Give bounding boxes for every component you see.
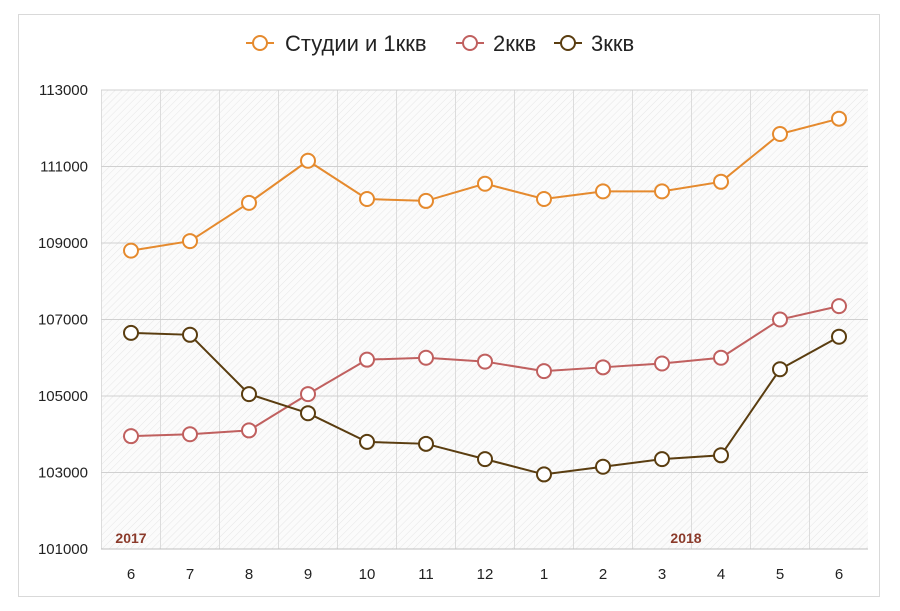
data-point [182, 233, 198, 250]
data-point [536, 363, 552, 380]
legend-marker [462, 35, 478, 51]
data-point [359, 351, 375, 368]
y-tick-label: 113000 [39, 82, 88, 99]
x-tick-label: 8 [245, 566, 253, 583]
data-point [300, 386, 316, 403]
x-tick-label: 5 [776, 566, 784, 583]
axis-layer: 101000 103000 105000 107000 109000 111000 1130… [38, 82, 868, 583]
x-tick-label: 6 [835, 566, 843, 583]
legend: Студии и 1ккв 2ккв 3ккв [246, 31, 634, 56]
data-point [772, 125, 788, 142]
data-point [831, 328, 847, 345]
data-point [300, 152, 316, 169]
data-point [536, 466, 552, 483]
y-tick-label: 111000 [40, 159, 88, 176]
data-point [654, 355, 670, 372]
data-point [241, 194, 257, 211]
y-tick-label: 107000 [38, 312, 88, 329]
data-point [182, 326, 198, 343]
data-point [359, 433, 375, 450]
year-label: 2017 [115, 530, 146, 546]
data-point [772, 361, 788, 378]
x-tick-label: 1 [540, 566, 548, 583]
data-point [831, 110, 847, 127]
legend-label: 3ккв [591, 31, 634, 56]
x-tick-label: 10 [359, 566, 376, 583]
data-point [536, 191, 552, 208]
data-point [477, 451, 493, 468]
year-label: 2018 [670, 530, 701, 546]
y-tick-label: 109000 [38, 235, 88, 252]
data-point [477, 353, 493, 370]
data-point [654, 183, 670, 200]
x-tick-label: 3 [658, 566, 666, 583]
data-point [654, 451, 670, 468]
legend-marker [252, 35, 268, 51]
data-point [182, 426, 198, 443]
x-tick-label: 11 [418, 566, 434, 583]
data-point [123, 428, 139, 445]
data-point [241, 422, 257, 439]
x-tick-label: 7 [186, 566, 194, 583]
data-point [595, 183, 611, 200]
data-point [713, 173, 729, 190]
data-point [241, 386, 257, 403]
x-tick-label: 12 [477, 566, 494, 583]
series-layer [123, 110, 847, 483]
x-tick-label: 4 [717, 566, 725, 583]
legend-label: 2ккв [493, 31, 536, 56]
y-tick-label: 103000 [38, 465, 88, 482]
data-point [713, 349, 729, 366]
x-tick-label: 9 [304, 566, 312, 583]
data-point [418, 192, 434, 209]
data-point [772, 311, 788, 328]
data-point [713, 447, 729, 464]
x-tick-label: 6 [127, 566, 135, 583]
data-point [595, 359, 611, 376]
data-point [359, 191, 375, 208]
data-point [418, 349, 434, 366]
legend-marker [560, 35, 576, 51]
data-point [595, 458, 611, 475]
data-point [300, 405, 316, 422]
data-point [123, 324, 139, 341]
y-tick-label: 101000 [38, 541, 88, 558]
data-point [123, 242, 139, 259]
x-tick-label: 2 [599, 566, 607, 583]
data-point [418, 435, 434, 452]
legend-label: Студии и 1ккв [285, 31, 427, 56]
data-point [477, 175, 493, 192]
y-tick-label: 105000 [38, 388, 88, 405]
data-point [831, 298, 847, 315]
